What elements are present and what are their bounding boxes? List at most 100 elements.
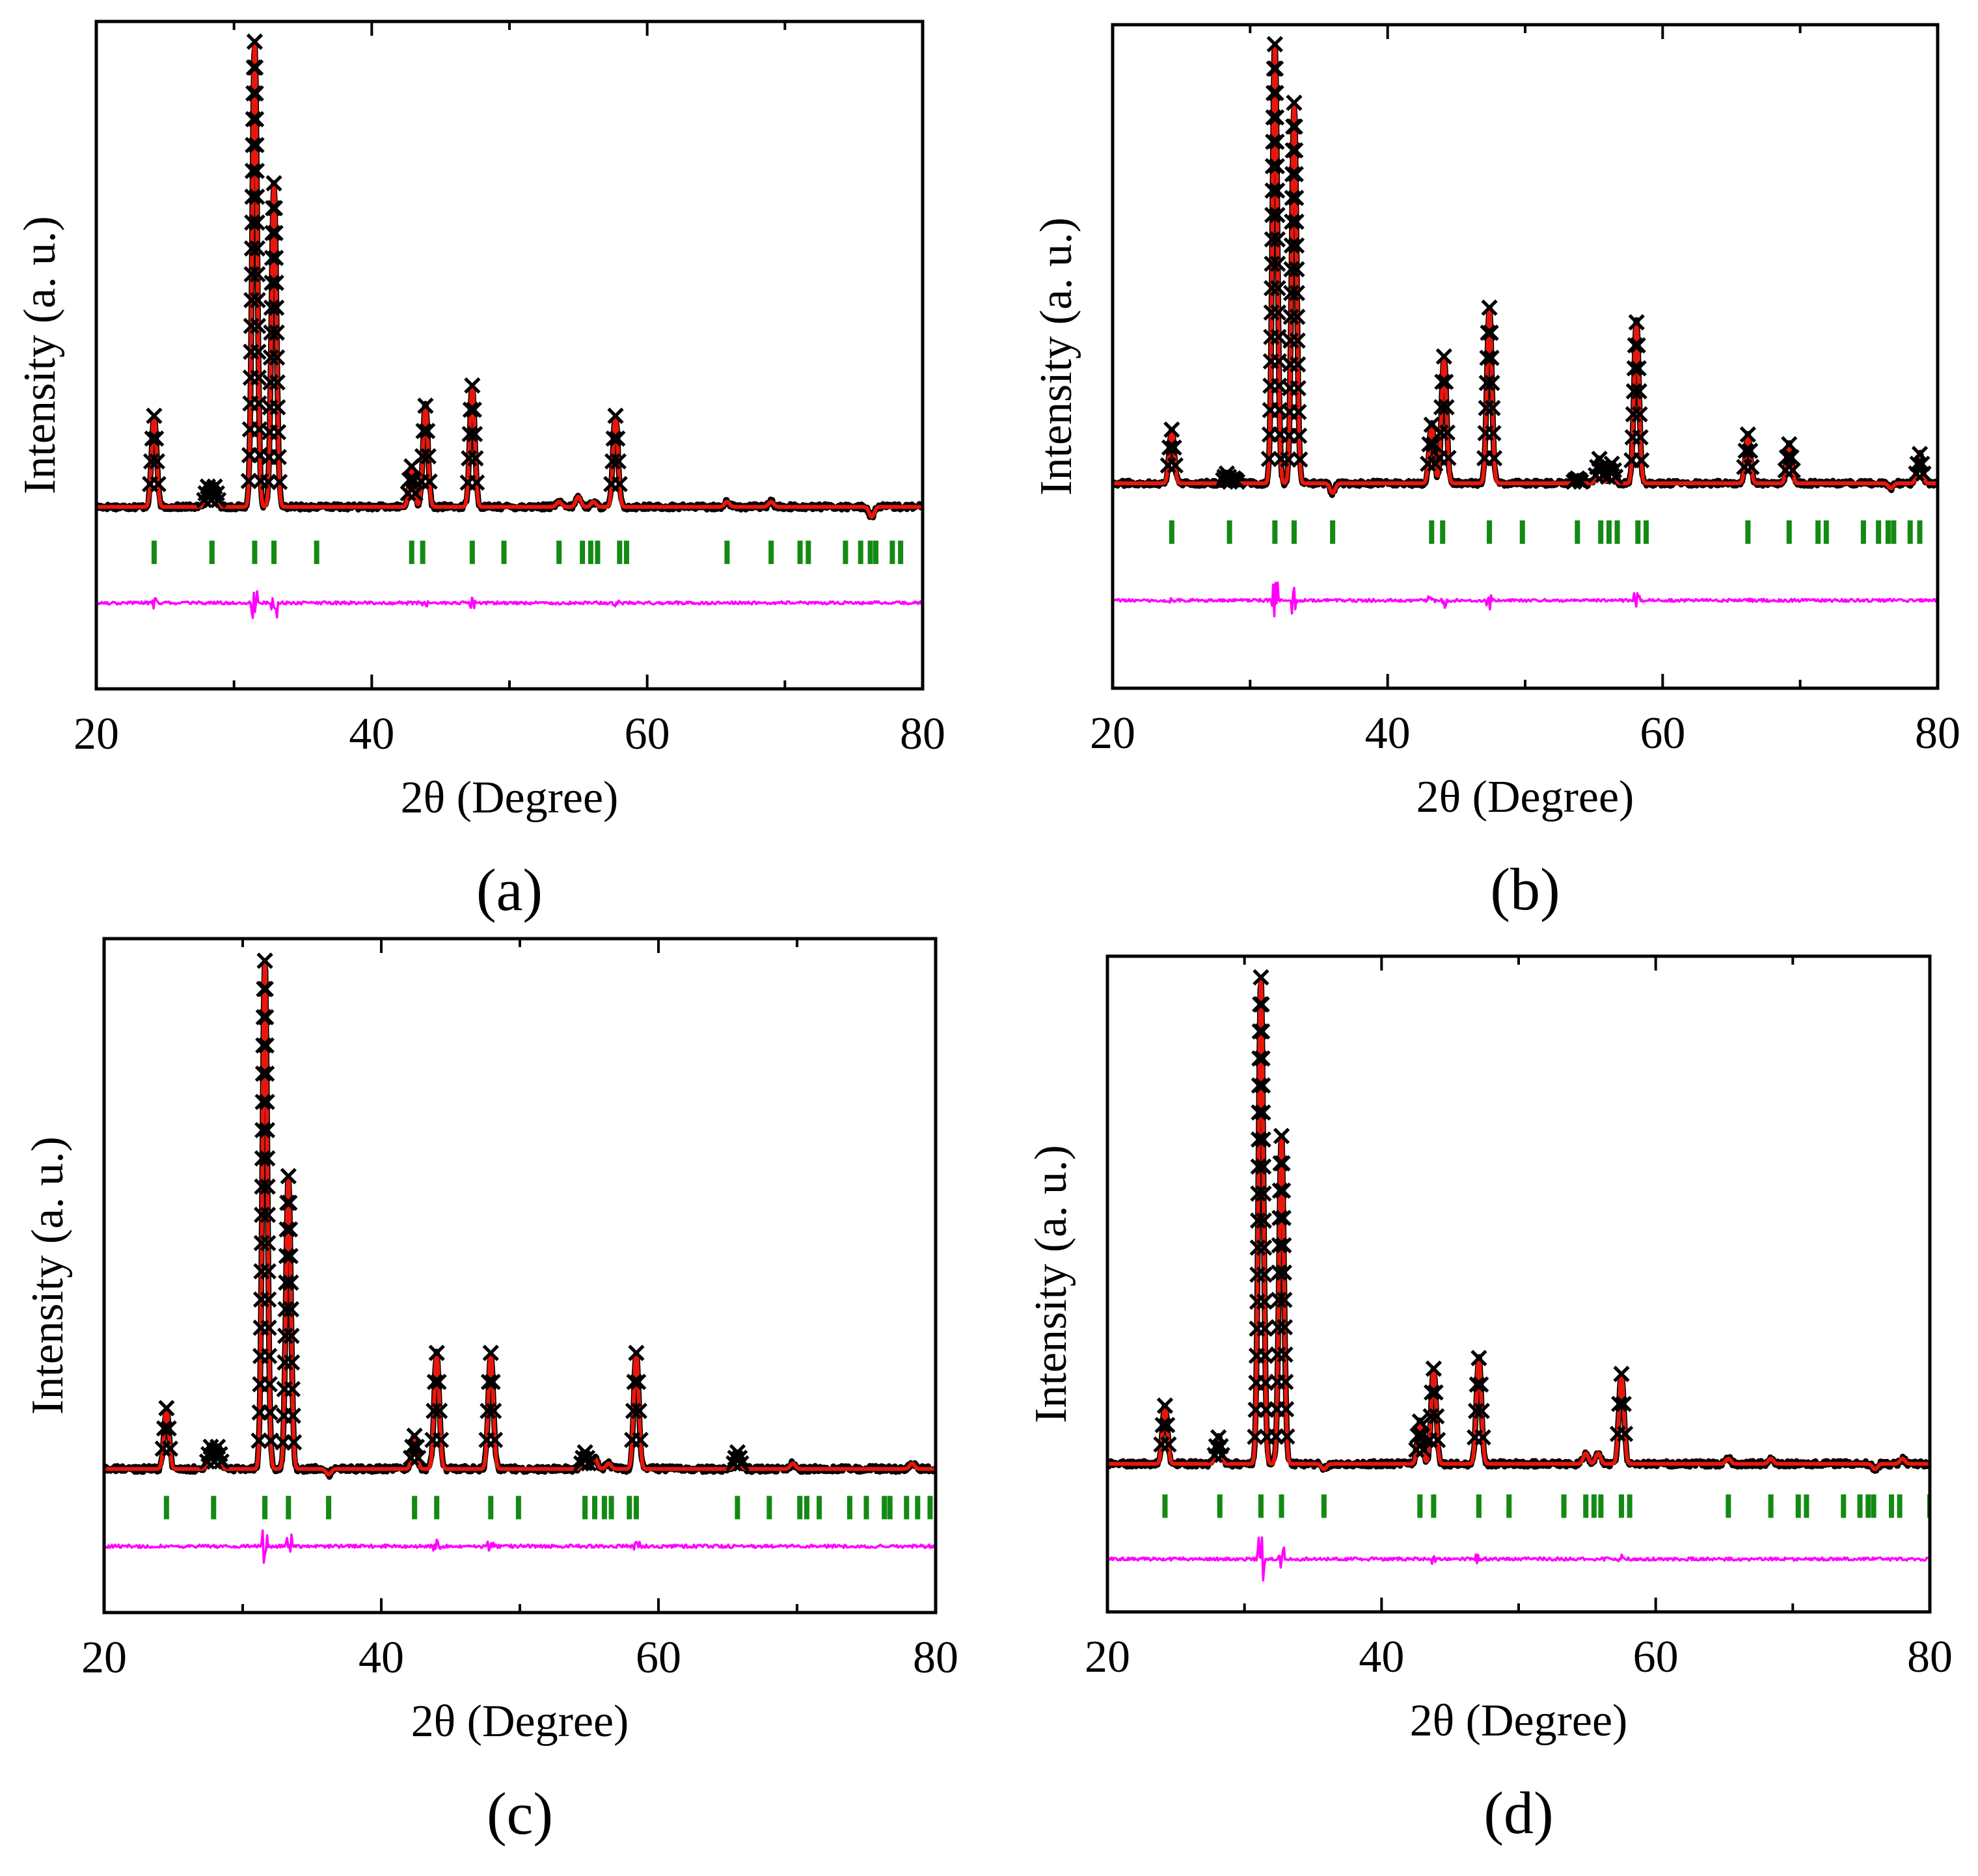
observed-point [241,447,258,464]
difference-curve [104,1529,936,1564]
observed-point [1267,60,1284,77]
observed-point [1156,1397,1174,1414]
observed-point [257,980,274,997]
observed-point [206,478,223,495]
x-tick-label: 20 [74,709,119,759]
observed-point [1271,1264,1288,1281]
observed-point [406,1427,423,1444]
observed-point [1255,1212,1272,1229]
observed-point [1273,1127,1290,1144]
observed-point [278,1221,295,1238]
calculated-pattern [1113,43,1938,495]
observed-point [1269,231,1286,248]
observed-point [1251,1104,1267,1121]
observed-point [401,472,418,489]
y-axis-title: Intensity (a. u.) [1026,1145,1076,1423]
observed-point [1409,1427,1426,1444]
observed-point [426,1373,443,1391]
observed-point [262,1432,279,1449]
x-axis-title: 2θ (Degree) [401,773,619,823]
observed-point [1210,1429,1227,1446]
observed-point [1261,426,1278,443]
observed-point [485,1402,502,1419]
observed-point [1264,182,1281,199]
observed-point [282,1248,299,1265]
observed-point [260,474,277,490]
observed-point [1615,1395,1632,1412]
observed-point [250,317,267,334]
observed-point [1783,449,1800,466]
observed-point [269,349,286,366]
observed-point [260,1263,277,1280]
observed-point [626,1373,643,1391]
observed-point [467,425,483,442]
observed-point [1287,142,1304,159]
observed-point [256,952,273,969]
observed-pattern [1107,978,1930,1474]
observed-point [1485,425,1502,442]
observed-point [245,137,262,154]
observed-point [1256,1239,1273,1256]
observed-point [1288,261,1305,278]
observed-point [148,430,165,447]
observed-point [251,395,267,412]
observed-point [1439,424,1456,441]
observed-point [630,1373,647,1391]
observed-point [259,1150,276,1167]
observed-point [605,430,622,447]
observed-point [1265,133,1282,150]
observed-point [1256,1293,1273,1310]
observed-point [1426,436,1443,453]
observed-point [258,1065,275,1082]
x-tick-label: 80 [900,709,945,759]
observed-point [286,1434,303,1451]
observed-point [248,163,265,180]
observed-point [1632,429,1649,446]
observed-point [275,1434,291,1451]
observed-point [1438,399,1455,416]
observed-point [1250,1185,1267,1202]
observed-point [484,1373,501,1391]
observed-point [1269,182,1286,199]
observed-point [467,450,484,467]
observed-point [1250,1131,1267,1148]
observed-point [1480,325,1497,342]
observed-point [278,1248,295,1265]
observed-point [1283,261,1300,278]
observed-point [1277,1373,1294,1390]
observed-point [258,1093,275,1110]
observed-point [281,1194,298,1211]
observed-point [1251,1050,1268,1067]
observed-point [1628,314,1645,331]
observed-point [261,1348,278,1365]
observed-point [161,1440,179,1457]
observed-point [249,188,265,205]
observed-point [1484,399,1501,416]
observed-point [210,1438,226,1455]
observed-point [240,472,257,489]
observed-point [1254,1131,1271,1148]
observed-point [251,1432,267,1449]
observed-point [1284,189,1301,206]
x-axis-title: 2θ (Degree) [1410,1696,1628,1746]
observed-point [1603,455,1620,472]
observed-point [269,374,286,391]
x-tick-label: 60 [636,1633,681,1683]
observed-point [1781,436,1798,453]
observed-point [1479,349,1496,366]
observed-point [269,399,286,416]
observed-point [1256,1266,1273,1283]
observed-point [482,1345,499,1361]
observed-point [268,299,285,316]
observed-point [632,1432,649,1449]
observed-point [1253,969,1269,986]
observed-point [1264,231,1280,248]
calculated-pattern [1107,976,1930,1471]
observed-point [1271,1182,1288,1199]
observed-point [1254,1077,1271,1094]
observed-point [1269,255,1286,273]
x-tick-label: 40 [359,1633,404,1683]
observed-point [254,1121,271,1138]
observed-point [576,1444,593,1461]
observed-point [1154,1417,1171,1434]
